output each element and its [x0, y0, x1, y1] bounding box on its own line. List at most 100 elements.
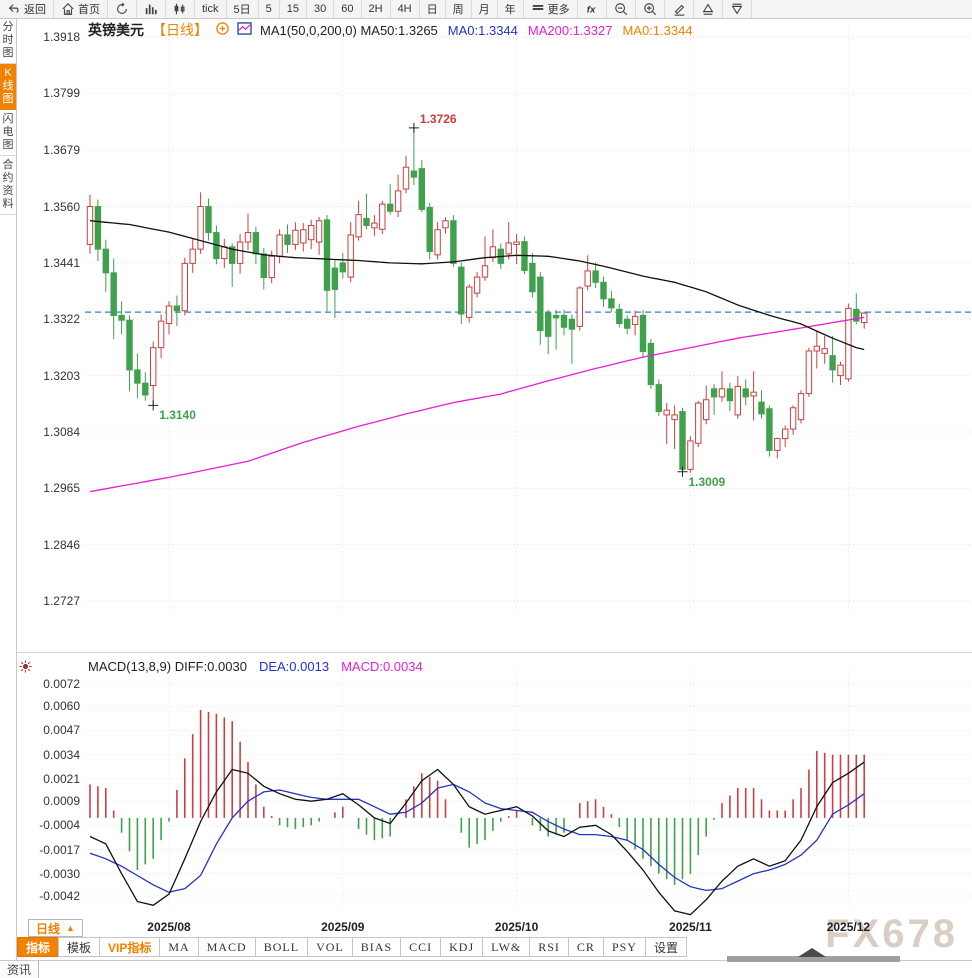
macd-axis-label: -0.0017 — [39, 842, 80, 857]
sidebar-item-分时图[interactable]: 分时图 — [0, 18, 16, 64]
tab-CCI[interactable]: CCI — [400, 937, 442, 957]
macd-axis-label: 0.0009 — [43, 794, 80, 809]
tab-PSY[interactable]: PSY — [602, 937, 646, 957]
toolbar-period-4H[interactable]: 4H — [391, 0, 420, 18]
toolbar-label: 15 — [286, 3, 299, 15]
zoom-in-icon — [643, 2, 657, 16]
tab-LW&[interactable]: LW& — [482, 937, 531, 957]
toolbar-period-tick[interactable]: tick — [195, 0, 227, 18]
toolbar-refresh-icon[interactable] — [108, 0, 137, 18]
toolbar-bar-chart-icon[interactable] — [137, 0, 166, 18]
price-axis-label: 1.3203 — [43, 368, 80, 383]
toolbar-period-日[interactable]: 日 — [420, 0, 446, 18]
tab-MACD[interactable]: MACD — [197, 937, 256, 957]
tab-指标[interactable]: 指标 — [17, 937, 60, 957]
tab-news[interactable]: 资讯 — [0, 961, 39, 978]
home-icon — [61, 2, 75, 16]
sidebar-item-合约资料[interactable]: 合约资料 — [0, 156, 16, 215]
tab-MA[interactable]: MA — [159, 937, 199, 957]
back-icon — [7, 2, 21, 16]
add-indicator-icon[interactable] — [216, 22, 229, 38]
toolbar-label: 更多 — [547, 4, 570, 16]
x-axis-month-label: 2025/10 — [494, 920, 539, 934]
period-selector-label: 日线 — [36, 921, 61, 936]
tab-BIAS[interactable]: BIAS — [351, 937, 402, 957]
tab-VOL[interactable]: VOL — [307, 937, 353, 957]
period-selector[interactable]: 日线 ▲ — [28, 919, 83, 937]
bar-chart-icon — [144, 2, 158, 16]
tab-模板[interactable]: 模板 — [58, 937, 101, 957]
toolbar-zoom-out-icon[interactable] — [607, 0, 636, 18]
toolbar-triangle-up-icon[interactable] — [694, 0, 723, 18]
price-axis-label: 1.3084 — [43, 424, 80, 439]
price-axis-label: 1.3679 — [43, 143, 80, 158]
macd-value: MACD(13,8,9) DIFF:0.0030 — [88, 659, 247, 674]
price-axis-label: 1.2965 — [43, 481, 80, 496]
toolbar-period-年[interactable]: 年 — [498, 0, 524, 18]
macd-axis-label: -0.0004 — [39, 818, 80, 833]
tab-CR[interactable]: CR — [567, 937, 604, 957]
price-annotation-1.3726: 1.3726 — [419, 111, 457, 126]
toolbar-period-月[interactable]: 月 — [472, 0, 498, 18]
tab-VIP指标[interactable]: VIP指标 — [99, 937, 161, 957]
scrollbar-handle-icon[interactable] — [798, 948, 826, 957]
indicator-settings-icon[interactable] — [19, 660, 32, 678]
toolbar-back-icon[interactable]: 返回 — [0, 0, 54, 18]
price-axis-label: 1.2727 — [43, 594, 80, 608]
toolbar-fx-icon[interactable]: fx — [578, 0, 607, 18]
fx-icon: fx — [585, 2, 599, 16]
x-axis-month-label: 2025/11 — [669, 920, 712, 934]
toolbar-period-30[interactable]: 30 — [307, 0, 335, 18]
macd-axis-label: -0.0042 — [39, 889, 80, 903]
price-axis-label: 1.3918 — [43, 30, 80, 44]
toolbar-label: 首页 — [78, 4, 100, 16]
toolbar-home-icon[interactable]: 首页 — [54, 0, 108, 18]
top-toolbar: 返回 首页 tick 5日 5 15 30 60 2H 4H 日 周 月 年 更多 fx — [0, 0, 972, 19]
price-annotation-1.3140: 1.3140 — [159, 408, 196, 423]
horizontal-scrollbar[interactable] — [727, 956, 900, 962]
macd-axis-label: 0.0021 — [43, 771, 80, 786]
zoom-out-icon — [614, 2, 628, 16]
toolbar-zoom-in-icon[interactable] — [636, 0, 665, 18]
bottom-separator — [0, 960, 972, 961]
ma-values: MA1(50,0,200,0) MA50:1.3265 MA0:1.3344 MA2… — [260, 23, 703, 38]
toolbar-candlestick-icon[interactable] — [166, 0, 195, 18]
fx678-watermark: FX678 — [825, 912, 958, 956]
toolbar-period-5日[interactable]: 5日 — [227, 0, 259, 18]
ma-value: MA0:1.3344 — [447, 22, 518, 38]
macd-axis-label: 0.0060 — [43, 699, 80, 714]
price-axis-label: 1.3560 — [43, 199, 80, 214]
toolbar-label: 周 — [452, 4, 464, 16]
tab-KDJ[interactable]: KDJ — [440, 937, 484, 957]
tab-RSI[interactable]: RSI — [529, 937, 569, 957]
toolbar-period-2H[interactable]: 2H — [362, 0, 391, 18]
symbol-name: 英镑美元 — [88, 22, 144, 38]
toolbar-period-周[interactable]: 周 — [446, 0, 472, 18]
price-annotation-1.3009: 1.3009 — [688, 474, 726, 489]
toolbar-triangle-down-icon[interactable] — [723, 0, 752, 18]
x-axis-month-label: 2025/12 — [826, 920, 871, 934]
toolbar-label: 4H — [397, 3, 412, 15]
price-axis-label: 1.3322 — [43, 312, 80, 327]
price-axis-label: 1.3441 — [43, 255, 80, 270]
indicator-tabbar: 指标 模板 VIP指标 MA MACD BOLL VOL BIAS CCI KDJ LW& RSI CR… — [17, 937, 687, 957]
tab-设置[interactable]: 设置 — [644, 937, 687, 957]
triangle-up-icon — [701, 2, 715, 16]
refresh-icon — [115, 2, 129, 16]
toolbar-pencil-icon[interactable] — [665, 0, 694, 18]
sidebar-item-闪电图[interactable]: 闪电图 — [0, 110, 16, 156]
toolbar-menu-icon[interactable]: 更多 — [524, 0, 578, 18]
toolbar-period-5[interactable]: 5 — [259, 0, 280, 18]
ma-value: MA1(50,0,200,0) MA50:1.3265 — [260, 22, 438, 38]
toolbar-period-15[interactable]: 15 — [280, 0, 307, 18]
toolbar-period-60[interactable]: 60 — [334, 0, 362, 18]
toolbar-label: 返回 — [24, 4, 46, 16]
toolbar-label: 60 — [341, 3, 354, 15]
toolbar-label: 30 — [314, 3, 327, 15]
toolbar-label: 日 — [426, 4, 438, 16]
pencil-icon — [672, 2, 686, 16]
tab-BOLL[interactable]: BOLL — [254, 937, 309, 957]
